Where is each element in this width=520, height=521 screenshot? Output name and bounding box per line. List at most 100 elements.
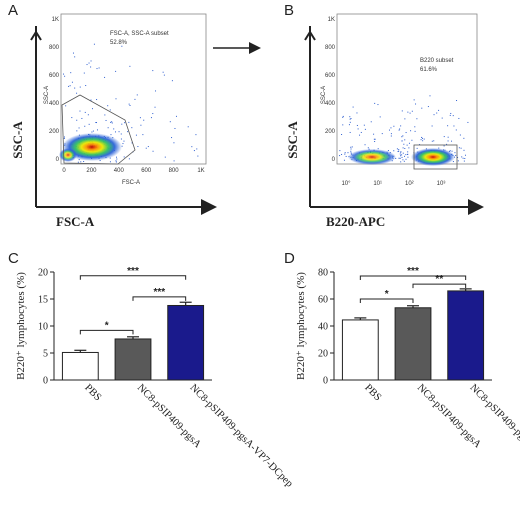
event-dot — [152, 70, 154, 72]
event-dot — [352, 106, 354, 108]
y-tick-label: 0 — [332, 157, 336, 163]
event-dot — [114, 131, 116, 133]
event-dot — [152, 113, 154, 115]
event-dot — [77, 161, 79, 163]
event-dot — [413, 99, 415, 101]
event-dot — [86, 64, 88, 66]
event-dot — [453, 125, 455, 127]
y-tick-label: 5 — [43, 349, 48, 360]
event-dot — [458, 147, 460, 149]
event-dot — [90, 99, 92, 101]
event-dot — [63, 136, 65, 138]
event-dot — [405, 154, 407, 156]
panel-a-gate-label: FSC-A, SSC-A subset — [110, 31, 169, 37]
event-dot — [87, 114, 89, 116]
event-dot — [408, 142, 410, 144]
panel-b-outer-ylabel: SSC-A — [285, 121, 300, 159]
event-dot — [90, 66, 92, 68]
event-dot — [462, 157, 464, 159]
event-dot — [104, 114, 106, 116]
event-dot — [399, 157, 401, 159]
event-dot — [96, 68, 98, 70]
x-tick-label: 600 — [141, 168, 152, 174]
event-dot — [72, 52, 74, 54]
event-dot — [370, 121, 372, 123]
event-dot — [136, 94, 138, 96]
event-dot — [115, 161, 117, 163]
event-dot — [350, 150, 352, 152]
y-tick-label: 400 — [325, 101, 336, 107]
event-dot — [164, 156, 166, 158]
event-dot — [463, 160, 465, 162]
event-dot — [393, 150, 395, 152]
event-dot — [71, 117, 73, 119]
event-dot — [443, 136, 445, 138]
event-dot — [142, 134, 144, 136]
bar — [61, 351, 99, 381]
event-dot — [116, 158, 118, 160]
event-dot — [402, 147, 404, 149]
event-dot — [344, 153, 346, 155]
event-dot — [402, 159, 404, 161]
event-dot — [63, 73, 65, 75]
event-dot — [374, 141, 376, 143]
event-dot — [464, 157, 466, 159]
panel-letter-c: C — [8, 250, 19, 267]
event-dot — [150, 117, 152, 119]
x-tick-label: 10³ — [437, 181, 446, 187]
x-tick-label: 10² — [405, 181, 414, 187]
significance-label: *** — [407, 266, 419, 277]
y-axis-label: B220⁺ lymphocytes (%) — [295, 272, 307, 380]
event-dot — [350, 148, 352, 150]
event-dot — [433, 140, 435, 142]
event-dot — [436, 112, 438, 114]
event-dot — [128, 103, 130, 105]
event-dot — [343, 159, 345, 161]
event-dot — [451, 150, 453, 152]
panel-letter-d: D — [284, 250, 295, 267]
event-dot — [131, 127, 133, 129]
event-dot — [139, 117, 141, 119]
event-dot — [458, 117, 460, 119]
event-dot — [431, 125, 433, 127]
event-dot — [374, 138, 376, 140]
event-dot — [121, 45, 123, 47]
event-dot — [404, 155, 406, 157]
event-dot — [196, 148, 198, 150]
event-dot — [96, 129, 98, 131]
panel-a-x-tick-labels: 0 200 400 600 800 1K — [62, 168, 204, 174]
event-dot — [393, 125, 395, 127]
event-dot — [452, 161, 454, 163]
event-dot — [115, 70, 117, 72]
panel-a-inner-xlabel: FSC-A — [122, 180, 140, 186]
event-dot — [401, 136, 403, 138]
event-dot — [197, 155, 199, 157]
event-dot — [111, 121, 113, 123]
event-dot — [459, 134, 461, 136]
event-dot — [387, 150, 389, 152]
event-dot — [163, 74, 165, 76]
event-dot — [79, 86, 81, 88]
event-dot — [339, 150, 341, 152]
event-dot — [99, 160, 101, 162]
event-dot — [404, 147, 406, 149]
event-dot — [122, 143, 124, 145]
panel-b-plot-frame — [336, 13, 478, 165]
event-dot — [416, 118, 418, 120]
event-dot — [463, 149, 465, 151]
event-dot — [401, 140, 403, 142]
event-dot — [398, 150, 400, 152]
event-dot — [143, 119, 145, 121]
event-dot — [350, 118, 352, 120]
x-tick-label: 10¹ — [373, 181, 382, 187]
event-dot — [109, 161, 111, 163]
event-dot — [195, 134, 197, 136]
event-dot — [134, 98, 136, 100]
y-tick-label: 80 — [318, 268, 328, 279]
event-dot — [401, 110, 403, 112]
event-dot — [467, 121, 469, 123]
panel-a-density-cluster-2 — [59, 148, 77, 162]
y-axis-label: B220⁺ lymphocytes (%) — [15, 272, 27, 380]
